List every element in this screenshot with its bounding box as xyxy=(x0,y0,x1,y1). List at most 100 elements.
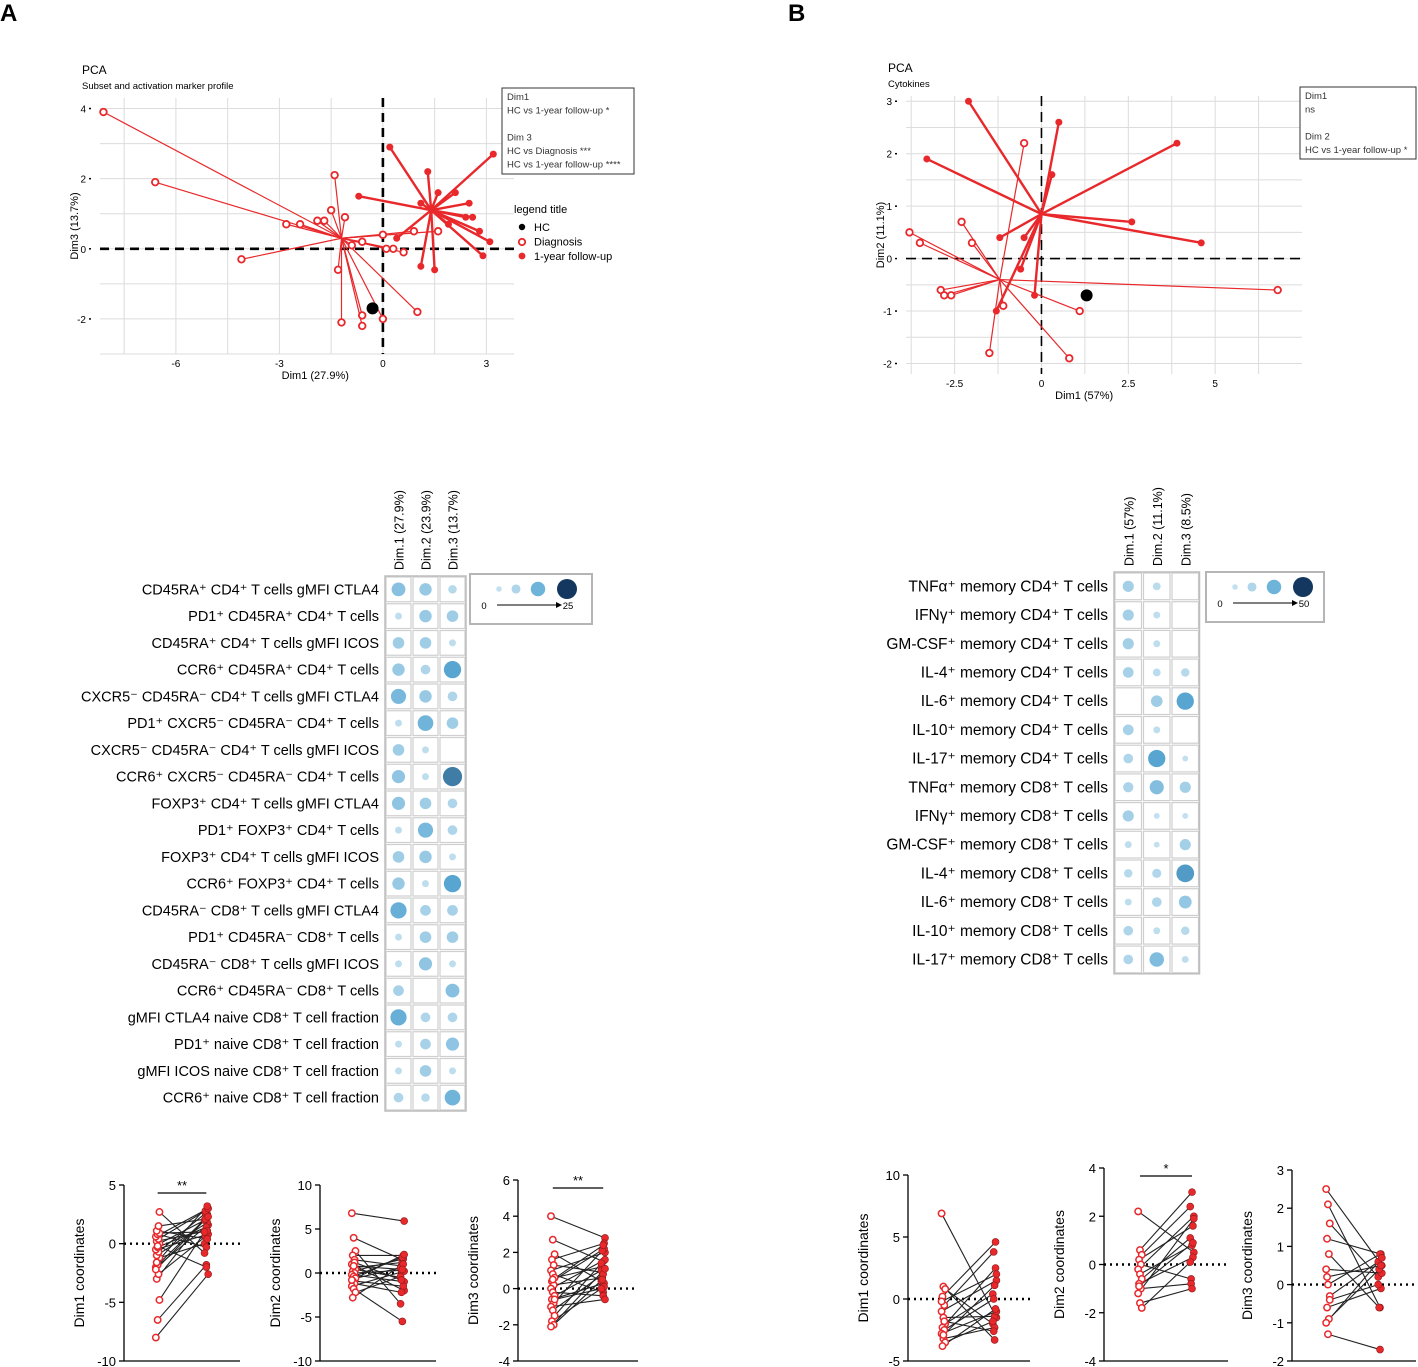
dotB-dot xyxy=(1149,952,1164,967)
dotA-dot xyxy=(447,825,458,835)
dotA-row-label: CCR6⁺ CD45RA⁻ CD8⁺ T cells xyxy=(177,984,379,1000)
pcaB-diagnosis-ray xyxy=(988,279,1001,354)
pcaA-followup-point xyxy=(462,213,470,221)
dotB-row-label: IL-10⁺ memory CD8⁺ T cells xyxy=(912,923,1108,940)
pB2-pair-line xyxy=(1139,1191,1193,1251)
pcaA-ytick: 0 xyxy=(80,245,86,256)
pB1-diagnosis-point xyxy=(940,1317,949,1326)
dotB-dot xyxy=(1123,954,1134,965)
pA2-ytick: -5 xyxy=(300,1310,312,1325)
dotA-scale-min: 0 xyxy=(481,601,486,612)
pcaB-followup-ray xyxy=(1033,213,1043,296)
pB2-followup-point xyxy=(1189,1222,1197,1230)
pB3-ylabel: Dim3 coordinates xyxy=(1239,1211,1255,1320)
dotA-dot xyxy=(395,960,402,968)
pA2-pair-line xyxy=(354,1283,402,1293)
pB1-diagnosis-point xyxy=(937,1209,946,1218)
dotA-dot xyxy=(444,1089,461,1106)
dotB-dot xyxy=(1153,927,1161,935)
pcaA-annotation-line: HC vs 1-year follow-up **** xyxy=(507,160,621,171)
pA3-ytick: 4 xyxy=(503,1209,510,1224)
pB3-diagnosis-point xyxy=(1322,1318,1331,1327)
pcaA-xlabel: Dim1 (27.9%) xyxy=(282,370,349,382)
pcaA-diagnosis-point xyxy=(330,170,339,180)
dotB-dot xyxy=(1124,898,1132,906)
dotA-row-label: CD45RA⁺ CD4⁺ T cells gMFI ICOS xyxy=(152,636,380,652)
pA3-pair-line xyxy=(550,1268,606,1327)
pcaA-followup-point xyxy=(386,143,394,151)
pcaB-xtick: -2.5 xyxy=(946,379,964,390)
pA1-diagnosis-point xyxy=(155,1296,164,1304)
dotA-dot xyxy=(443,874,462,893)
pB1-pair-line xyxy=(943,1298,995,1331)
pcaA-diagnosis-ray xyxy=(103,111,342,239)
pB1-diagnosis-point xyxy=(937,1297,946,1306)
pB1-followup-point xyxy=(991,1264,1000,1272)
dotB-dot xyxy=(1179,839,1191,851)
pA1-sig-label: ** xyxy=(177,1178,187,1193)
dotA-dot xyxy=(446,717,459,729)
pB2-followup-point xyxy=(1188,1284,1196,1293)
pcaA-followup-point xyxy=(489,150,497,158)
pcaA-followup-ray xyxy=(388,146,433,211)
dotB-row-label: TNFα⁺ memory CD8⁺ T cells xyxy=(908,779,1108,796)
pB3-diagnosis-point xyxy=(1325,1295,1334,1304)
pcaA-annotation-line: HC vs Diagnosis *** xyxy=(507,146,591,157)
pcaA-legend-label: 1-year follow-up xyxy=(534,251,612,263)
pA2-pair-line xyxy=(352,1263,404,1299)
panel-label-a: A xyxy=(0,0,18,27)
dotB-scale-dot xyxy=(1266,579,1282,595)
pcaA-ytick: 2 xyxy=(80,175,86,186)
pB1-diagnosis-point xyxy=(937,1307,946,1316)
pcaA-legend-label: HC xyxy=(534,222,550,234)
dotB-dot xyxy=(1122,667,1134,678)
pcaB-diagnosis-point xyxy=(1019,139,1029,148)
pA3-pair-line xyxy=(551,1286,605,1322)
pA2-pair-line xyxy=(353,1288,403,1322)
dotA-row-label: CXCR5⁻ CD45RA⁻ CD4⁺ T cells gMFI CTLA4 xyxy=(81,689,379,705)
pcaA-followup-ray xyxy=(430,153,495,212)
pcaA-diagnosis-point xyxy=(378,314,388,324)
pA3-pair-line xyxy=(553,1277,603,1286)
pA1-diagnosis-point xyxy=(151,1265,160,1274)
dotA-cell xyxy=(439,1031,466,1058)
pA3-followup-point xyxy=(597,1284,606,1293)
dotA-dot xyxy=(419,931,432,943)
pcaB-diagnosis-point xyxy=(985,348,994,358)
pB1-followup-point xyxy=(991,1238,1000,1246)
pA1-pair-line xyxy=(157,1233,207,1248)
pB1-followup-point xyxy=(989,1327,998,1336)
pB3-pair-line xyxy=(1326,1264,1382,1278)
dotB-dot xyxy=(1122,580,1134,592)
dotA-column-header: Dim.3 (13.7%) xyxy=(447,490,461,570)
pcaB-xtick: 2.5 xyxy=(1121,379,1135,390)
dotA-dot xyxy=(392,851,405,863)
pA1-followup-point xyxy=(203,1235,212,1243)
pB3-pair-line xyxy=(1327,1253,1381,1286)
pcaB-followup-point xyxy=(992,307,1000,315)
dotA-cell xyxy=(439,629,466,656)
pcaB-followup-point xyxy=(1020,234,1028,242)
pcaB-followup-point xyxy=(1031,291,1039,299)
pA3-pair-line xyxy=(554,1262,602,1317)
pB2-followup-point xyxy=(1186,1258,1195,1266)
pB2-ytick: 0 xyxy=(1089,1258,1096,1273)
pB1-followup-point xyxy=(992,1270,1001,1278)
dotA-row-label: CCR6⁺ FOXP3⁺ CD4⁺ T cells xyxy=(187,877,379,893)
pcaA-diagnosis-point xyxy=(99,107,108,117)
pcaA-diagnosis-ray xyxy=(341,237,418,313)
dotB-column-header: Dim.3 (8.5%) xyxy=(1179,493,1193,566)
pA3-pair-line xyxy=(551,1242,605,1261)
pA3-pair-line xyxy=(552,1244,604,1281)
pB1-pair-line xyxy=(942,1286,996,1341)
pB3-diagnosis-point xyxy=(1324,1250,1333,1258)
dotA-dot xyxy=(449,639,456,647)
pA3-pair-line xyxy=(554,1270,602,1297)
pcaA-followup-point xyxy=(355,192,363,200)
pB1-pair-line xyxy=(943,1326,995,1340)
dotB-dot xyxy=(1152,582,1161,591)
dotA-cell xyxy=(385,656,412,683)
dotA-cell xyxy=(439,736,466,763)
pcaB-hc-point xyxy=(1080,289,1093,302)
